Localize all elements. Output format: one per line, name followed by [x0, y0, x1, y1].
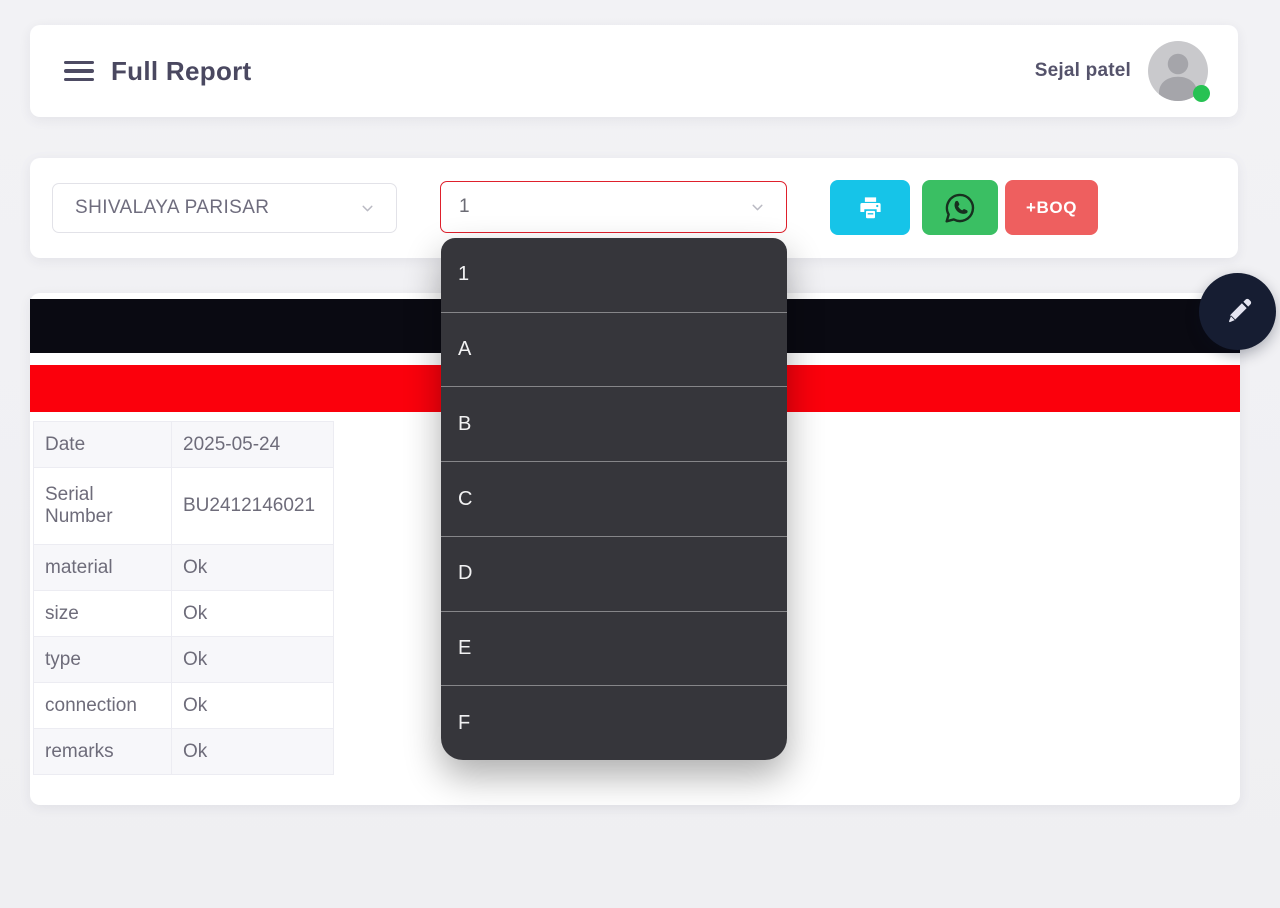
table-row: material Ok: [33, 544, 334, 591]
table-row: type Ok: [33, 636, 334, 683]
pencil-icon: [1228, 298, 1251, 322]
chevron-down-icon: [362, 205, 373, 211]
chevron-down-icon: [752, 204, 763, 210]
whatsapp-button[interactable]: [922, 180, 998, 235]
dropdown-option[interactable]: D: [441, 537, 787, 612]
report-table: Date 2025-05-24 Serial Number BU24121460…: [33, 421, 334, 775]
menu-icon[interactable]: [64, 60, 94, 82]
row-label: Serial Number: [33, 467, 172, 545]
row-label: material: [33, 544, 172, 591]
row-value: BU2412146021: [171, 467, 334, 545]
online-status-dot: [1193, 85, 1210, 102]
dropdown-option[interactable]: B: [441, 387, 787, 463]
unit-select-dropdown-menu: 1 A B C D E F: [441, 238, 787, 760]
page-title: Full Report: [111, 55, 252, 86]
print-button[interactable]: [830, 180, 910, 235]
table-row: size Ok: [33, 590, 334, 637]
user-name: Sejal patel: [1034, 60, 1131, 81]
dropdown-option[interactable]: C: [441, 462, 787, 537]
app-header: Full Report Sejal patel: [30, 25, 1238, 117]
row-value: Ok: [171, 636, 334, 683]
row-label: type: [33, 636, 172, 683]
printer-icon: [859, 197, 881, 219]
edit-fab-button[interactable]: [1199, 273, 1276, 350]
add-boq-button[interactable]: +BOQ: [1005, 180, 1098, 235]
row-label: connection: [33, 682, 172, 729]
dropdown-option[interactable]: F: [458, 711, 471, 734]
site-select-value: SHIVALAYA PARISAR: [75, 197, 270, 218]
person-icon: [1159, 53, 1197, 101]
dropdown-option[interactable]: A: [441, 313, 787, 388]
table-row: connection Ok: [33, 682, 334, 729]
toolbar: SHIVALAYA PARISAR 1 +BOQ: [30, 158, 1238, 258]
avatar[interactable]: [1148, 41, 1210, 102]
table-row: remarks Ok: [33, 728, 334, 775]
dropdown-option[interactable]: E: [441, 612, 787, 687]
row-value: 2025-05-24: [171, 421, 334, 468]
dropdown-option[interactable]: 1: [441, 238, 787, 313]
whatsapp-icon: [945, 193, 975, 223]
row-value: Ok: [171, 728, 334, 775]
unit-select-value: 1: [459, 196, 470, 217]
row-value: Ok: [171, 682, 334, 729]
table-row: Serial Number BU2412146021: [33, 467, 334, 545]
row-value: Ok: [171, 590, 334, 637]
unit-select[interactable]: 1: [440, 181, 787, 233]
row-label: size: [33, 590, 172, 637]
row-label: remarks: [33, 728, 172, 775]
table-row: Date 2025-05-24: [33, 421, 334, 468]
user-block: Sejal patel: [1034, 41, 1210, 102]
site-select[interactable]: SHIVALAYA PARISAR: [52, 183, 397, 233]
row-label: Date: [33, 421, 172, 468]
row-value: Ok: [171, 544, 334, 591]
avatar-image: [1148, 41, 1208, 101]
